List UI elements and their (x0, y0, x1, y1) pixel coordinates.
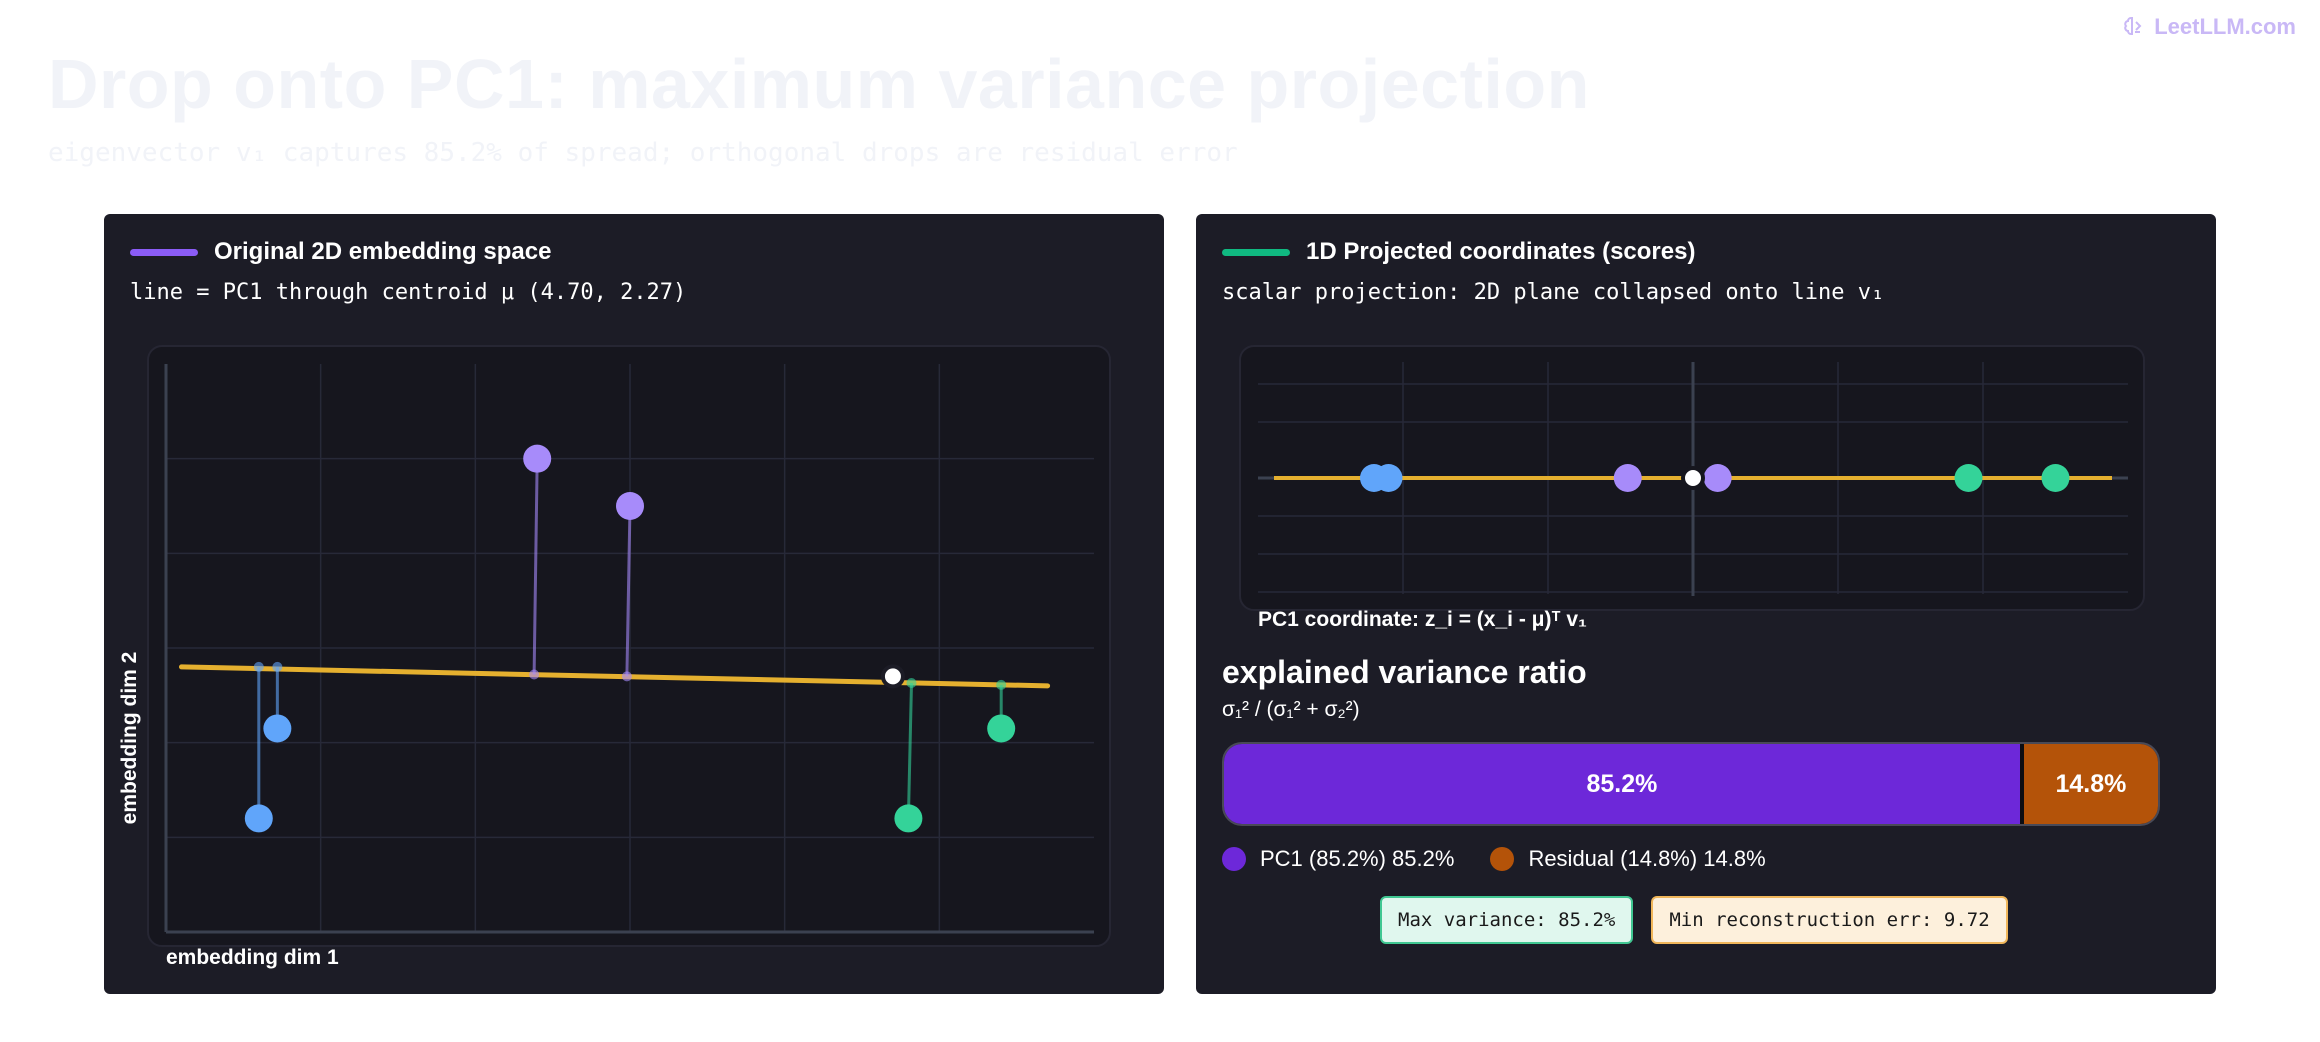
projected-point-marker (996, 679, 1007, 690)
projected-point-marker (621, 671, 632, 682)
variance-badges: Max variance: 85.2% Min reconstruction e… (1380, 896, 2008, 944)
residual-bar-label: 14.8% (2055, 769, 2127, 798)
projected-point-marker (272, 661, 283, 672)
max-variance-badge: Max variance: 85.2% (1380, 896, 1634, 944)
projection-drop-line (532, 458, 539, 675)
embedding-panel-title-text: Original 2D embedding space (214, 238, 552, 265)
projection-panel-title: 1D Projected coordinates (scores) (1222, 238, 1695, 266)
projection-panel-title-text: 1D Projected coordinates (scores) (1306, 238, 1696, 265)
pc1-bar-label: 85.2% (1586, 769, 1658, 798)
variance-title: explained variance ratio (1222, 654, 1587, 690)
page-title: Drop onto PC1: maximum variance projecti… (48, 45, 1590, 123)
pc1-line (178, 664, 1051, 689)
x-axis-label: embedding dim 1 (166, 946, 339, 969)
y-axis-label: embedding dim 2 (118, 652, 141, 825)
green-swatch (1222, 248, 1290, 256)
pc1-bar-segment: 85.2% (1224, 744, 2020, 824)
variance-formula: σ₁² / (σ₁² + σ₂²) (1222, 698, 1360, 721)
pc1-legend-dot (1222, 847, 1246, 871)
embedding-space-panel: Original 2D embedding space line = PC1 t… (104, 214, 1164, 994)
embedding-panel-formula: line = PC1 through centroid μ (4.70, 2.2… (130, 280, 687, 305)
variance-bar: 85.2% 14.8% (1222, 742, 2160, 826)
brain-icon (2124, 17, 2142, 35)
data-point (244, 804, 273, 833)
projected-point (1374, 464, 1403, 492)
projected-point (1613, 464, 1642, 492)
bar-divider (2019, 744, 2024, 824)
projection-panel: 1D Projected coordinates (scores) scalar… (1196, 214, 2216, 994)
projection-drop-line (906, 682, 913, 819)
data-point (616, 492, 644, 520)
residual-bar-segment: 14.8% (2023, 744, 2158, 824)
projected-point-marker (529, 669, 540, 680)
legend-pc1-label: PC1 (85.2%) 85.2% (1260, 846, 1455, 871)
brand-logo[interactable]: LeetLLM.com (2122, 14, 2296, 40)
projection-panel-formula: scalar projection: 2D plane collapsed on… (1222, 280, 1885, 305)
projected-point (1703, 464, 1732, 492)
legend-residual-label: Residual (14.8%) 14.8% (1528, 846, 1766, 871)
projected-point (1954, 464, 1983, 492)
projected-point-marker (253, 661, 264, 672)
page-subtitle: eigenvector v₁ captures 85.2% of spread;… (48, 138, 1238, 168)
data-point (987, 714, 1016, 743)
brand-name: LeetLLM.com (2154, 14, 2296, 39)
centroid-marker (1681, 466, 1705, 490)
reconstruction-error-badge: Min reconstruction err: 9.72 (1651, 896, 2008, 944)
residual-legend-dot (1490, 847, 1515, 871)
projection-scatter-chart: PC1 coordinate: z_i = (x_i - μ)ᵀ v₁ (1239, 345, 2145, 631)
plot-background (147, 345, 1111, 947)
embedding-scatter-chart: embedding dim 1 embedding dim 2 (118, 345, 1111, 969)
projected-point (2041, 464, 2070, 492)
centroid-marker (880, 664, 905, 689)
embedding-panel-title: Original 2D embedding space (130, 238, 551, 266)
purple-swatch (130, 248, 198, 256)
data-point (523, 444, 552, 473)
data-point (894, 804, 923, 833)
projected-point-marker (906, 678, 917, 689)
data-point (263, 714, 292, 743)
projection-drop-line (625, 505, 632, 677)
legend-item-pc1: PC1 (85.2%) 85.2% (1222, 846, 1454, 872)
variance-legend: PC1 (85.2%) 85.2% Residual (14.8%) 14.8% (1222, 846, 1766, 872)
legend-item-residual: Residual (14.8%) 14.8% (1490, 846, 1766, 872)
x-axis-label: PC1 coordinate: z_i = (x_i - μ)ᵀ v₁ (1258, 608, 1587, 631)
